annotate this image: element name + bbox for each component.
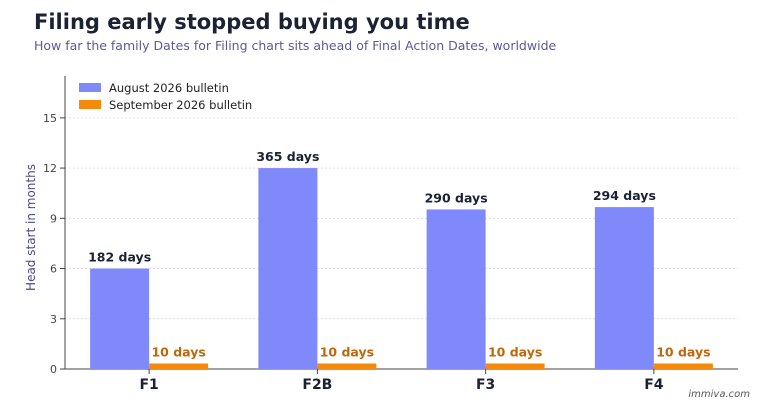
data-label: 290 days — [425, 190, 488, 205]
data-label: 10 days — [656, 344, 710, 359]
bar-F3-september — [485, 363, 545, 369]
legend: August 2026 bulletin September 2026 bulle… — [79, 81, 252, 112]
bar-F4-september — [653, 363, 713, 369]
legend-label: September 2026 bulletin — [109, 98, 252, 112]
data-label: 10 days — [151, 344, 205, 359]
bar-F1-august — [90, 268, 150, 369]
legend-swatch — [79, 83, 101, 92]
data-label: 10 days — [320, 344, 374, 359]
bar-F2B-august — [258, 168, 318, 369]
y-tick-label: 3 — [50, 313, 57, 326]
legend-swatch — [79, 100, 101, 109]
source-credit: immiva.com — [688, 389, 750, 400]
bar-F4-august — [594, 207, 654, 369]
x-tick-label: F2B — [302, 377, 332, 393]
y-tick-label: 0 — [50, 363, 57, 376]
x-tick-labels: F1 F2B F3 F4 — [139, 377, 663, 393]
bar-F3-august — [426, 209, 486, 369]
bars — [90, 168, 713, 369]
y-tick-label: 15 — [43, 112, 57, 125]
y-tick-labels: 0 3 6 9 12 15 — [43, 112, 57, 376]
x-tick-label: F3 — [476, 377, 495, 393]
data-label: 10 days — [488, 344, 542, 359]
data-label: 365 days — [256, 149, 319, 164]
y-tick-label: 6 — [50, 263, 57, 276]
legend-label: August 2026 bulletin — [109, 81, 229, 95]
y-axis-label: Head start in months — [24, 164, 38, 291]
data-labels: 182 days 10 days 365 days 10 days 290 days 10… — [88, 149, 710, 359]
x-tick-label: F1 — [139, 377, 158, 393]
bar-F1-september — [149, 363, 209, 369]
chart-title: Filing early stopped buying you time — [34, 10, 470, 34]
x-tick-label: F4 — [644, 377, 664, 393]
data-label: 294 days — [593, 188, 656, 203]
chart-subtitle: How far the family Dates for Filing char… — [34, 38, 557, 53]
data-label: 182 days — [88, 250, 151, 265]
y-tick-label: 12 — [43, 162, 57, 175]
y-tick-label: 9 — [50, 212, 57, 225]
bar-F2B-september — [317, 363, 377, 369]
